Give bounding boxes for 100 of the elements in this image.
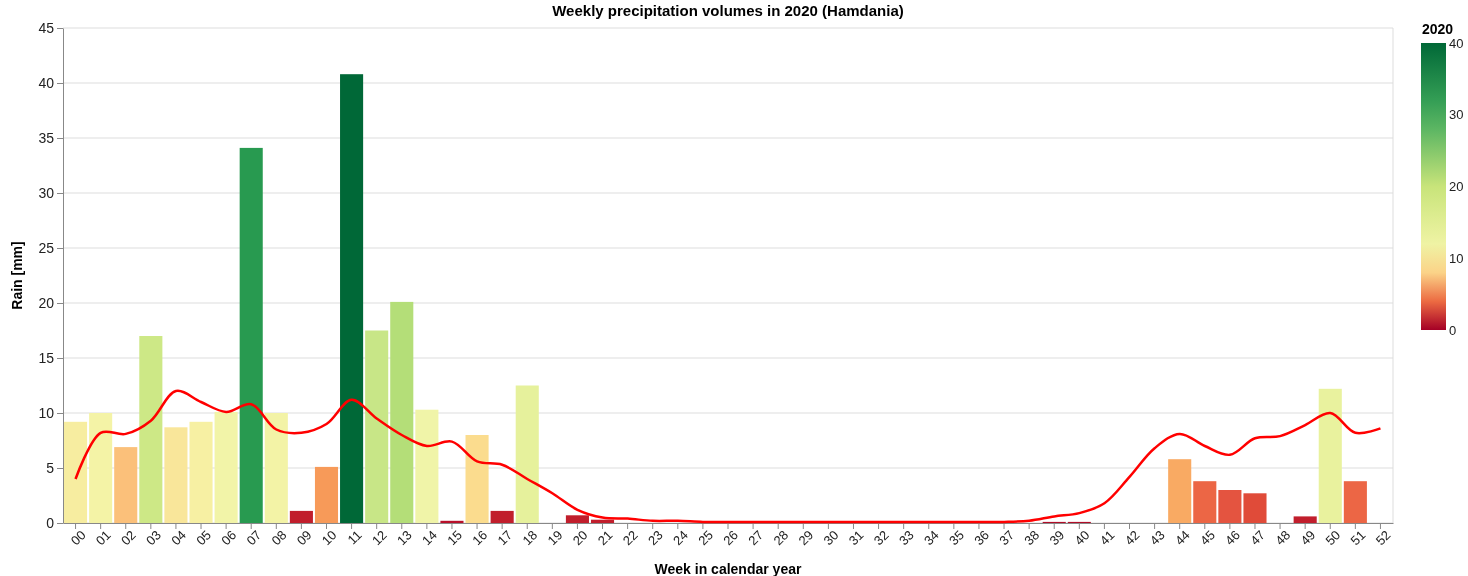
bar — [1318, 388, 1342, 523]
y-tick-label: 20 — [38, 294, 55, 311]
x-tick-label: 04 — [168, 527, 190, 549]
x-tick-label: 46 — [1222, 527, 1243, 549]
bar — [440, 520, 464, 523]
x-tick-label: 47 — [1247, 527, 1269, 549]
x-tick-label: 03 — [143, 527, 164, 549]
x-tick-label: 42 — [1121, 527, 1143, 549]
x-tick-label: 25 — [695, 527, 716, 549]
color-bar-label: 30 — [1449, 107, 1464, 123]
color-bar-label: 20 — [1449, 179, 1464, 195]
x-tick-label: 49 — [1297, 527, 1319, 549]
y-tick-label: 15 — [38, 349, 55, 366]
bar — [1293, 516, 1317, 523]
bar — [1343, 481, 1367, 523]
color-bar-title: 2020 — [1421, 21, 1454, 37]
x-axis-title: Week in calendar year — [654, 561, 802, 576]
x-tick-label: 32 — [870, 527, 892, 549]
bar — [289, 510, 313, 523]
bar — [365, 330, 389, 523]
x-tick-label: 06 — [218, 527, 240, 549]
x-tick-label: 35 — [946, 527, 967, 549]
x-tick-label: 23 — [644, 527, 666, 549]
x-tick-label: 17 — [494, 527, 516, 549]
x-tick-label: 26 — [720, 527, 742, 549]
bar — [1168, 459, 1192, 523]
bar — [515, 385, 539, 523]
bar — [139, 336, 163, 523]
bar — [1243, 493, 1267, 523]
x-tick-label: 01 — [92, 527, 114, 549]
x-tick-label: 14 — [419, 527, 440, 549]
bar — [264, 413, 288, 523]
x-tick-label: 41 — [1096, 527, 1118, 549]
bar — [465, 435, 489, 523]
color-bar-label: 0 — [1449, 322, 1457, 338]
x-tick-label: 39 — [1046, 527, 1068, 549]
y-tick-label: 10 — [38, 404, 55, 421]
x-tick-label: 38 — [1021, 527, 1043, 549]
x-tick-label: 19 — [544, 527, 566, 549]
x-tick-label: 51 — [1347, 527, 1369, 549]
x-tick-label: 18 — [519, 527, 541, 549]
y-tick-label: 30 — [38, 184, 55, 201]
chart-title: Weekly precipitation volumes in 2020 (Hamdania) — [552, 2, 904, 19]
y-tick-label: 25 — [38, 239, 55, 256]
x-tick-label: 43 — [1146, 527, 1168, 549]
x-tick-label: 21 — [594, 527, 616, 549]
x-tick-label: 44 — [1171, 527, 1193, 549]
x-tick-label: 07 — [243, 527, 265, 549]
x-tick-label: 02 — [117, 527, 139, 549]
x-tick-label: 45 — [1197, 527, 1218, 549]
bar — [490, 510, 514, 523]
x-tick-label: 20 — [569, 527, 591, 549]
x-tick-label: 13 — [394, 527, 415, 549]
x-tick-label: 27 — [745, 527, 767, 549]
x-tick-label: 22 — [619, 527, 641, 549]
color-bar-label: 10 — [1449, 250, 1464, 266]
y-tick-label: 40 — [38, 74, 55, 91]
y-tick-label: 45 — [38, 19, 55, 36]
line-series — [74, 389, 1382, 524]
bar — [1193, 481, 1217, 523]
x-tick-label: 33 — [895, 527, 917, 549]
x-tick-label: 11 — [344, 527, 365, 548]
bar — [64, 421, 88, 523]
x-tick-label: 36 — [971, 527, 993, 549]
x-tick-label: 29 — [795, 527, 817, 549]
bar — [314, 466, 339, 523]
x-tick-label: 28 — [770, 527, 792, 549]
x-tick-label: 16 — [469, 527, 491, 549]
x-tick-label: 52 — [1372, 527, 1394, 549]
x-tick-label: 12 — [368, 527, 390, 549]
bar — [340, 74, 364, 523]
x-tick-label: 15 — [444, 527, 466, 549]
x-tick-label: 50 — [1322, 527, 1344, 549]
bar — [239, 147, 263, 523]
bar — [390, 301, 414, 523]
bar — [189, 421, 213, 523]
x-tick-label: 24 — [670, 527, 691, 549]
bar — [114, 447, 138, 523]
bar — [590, 519, 615, 523]
x-tick-label: 34 — [921, 527, 942, 549]
y-tick-label: 0 — [46, 514, 55, 531]
x-tick-label: 48 — [1272, 527, 1294, 549]
x-tick-label: 05 — [193, 527, 215, 549]
x-tick-label: 40 — [1071, 527, 1093, 549]
x-tick-label: 37 — [996, 527, 1018, 549]
bar — [164, 427, 188, 523]
y-tick-label: 5 — [46, 459, 55, 476]
bar — [415, 409, 439, 523]
x-tick-label: 00 — [67, 527, 89, 549]
bar — [565, 515, 589, 523]
color-bar-label: 40 — [1449, 35, 1464, 51]
x-tick-label: 30 — [820, 527, 842, 549]
x-tick-label: 08 — [268, 527, 290, 549]
x-tick-label: 10 — [318, 527, 340, 549]
x-tick-label: 31 — [845, 527, 867, 549]
x-tick-label: 09 — [293, 527, 315, 549]
y-axis-title: Rain [mm] — [9, 241, 25, 310]
bar — [214, 411, 238, 523]
bar — [89, 413, 113, 523]
y-tick-label: 35 — [38, 129, 55, 146]
